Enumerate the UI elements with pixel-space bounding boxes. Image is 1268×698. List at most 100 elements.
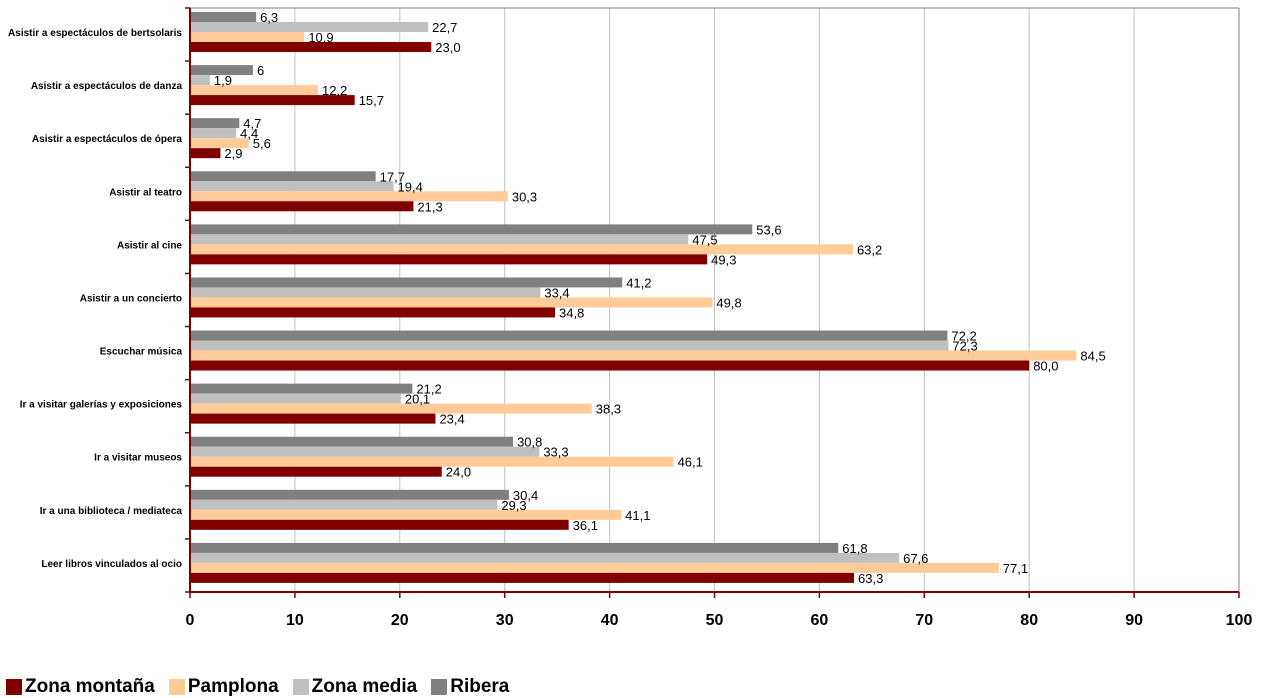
- x-tick-label: 50: [706, 612, 724, 629]
- bar-pamplona: [191, 191, 508, 202]
- bar-pamplona: [191, 403, 592, 414]
- bar-ribera: [191, 171, 376, 182]
- data-label: 53,6: [756, 222, 781, 237]
- x-tick-labels-group: 0 10 20 30 40 50 60 70 80 90 100: [186, 612, 1253, 629]
- data-label: 67,6: [903, 551, 928, 566]
- data-label: 23,0: [435, 40, 460, 55]
- data-label: 34,8: [559, 305, 584, 320]
- x-tick-label: 40: [601, 612, 619, 629]
- category-label: Ir a visitar museos: [94, 453, 182, 464]
- bar-pamplona: [191, 244, 853, 255]
- bar-pamplona: [191, 509, 622, 520]
- bar-ribera: [191, 118, 240, 129]
- data-label: 41,2: [626, 275, 651, 290]
- data-label: 30,8: [517, 435, 542, 450]
- category-label: Asistir a un concierto: [80, 293, 182, 304]
- data-label: 72,3: [952, 339, 977, 354]
- data-label: 47,5: [692, 232, 717, 247]
- x-tick-label: 90: [1125, 612, 1143, 629]
- data-label: 20,1: [405, 392, 430, 407]
- data-label: 2,9: [224, 146, 242, 161]
- bar-zona-media: [191, 22, 429, 32]
- data-label: 77,1: [1003, 561, 1028, 576]
- bar-zona-media: [191, 393, 401, 404]
- bar-pamplona: [191, 456, 674, 467]
- data-label: 4,7: [243, 116, 261, 131]
- data-label: 36,1: [573, 518, 598, 533]
- bar-zona-media: [191, 181, 394, 192]
- data-label: 63,3: [858, 571, 883, 586]
- bar-pamplona: [191, 562, 999, 573]
- bar-pamplona: [191, 138, 249, 149]
- category-label: Ir a visitar galerías y exposiciones: [20, 400, 183, 411]
- data-label: 29,3: [501, 498, 526, 513]
- x-tick-label: 70: [915, 612, 933, 629]
- data-label: 30,3: [512, 189, 537, 204]
- legend-swatch: [6, 679, 22, 695]
- data-label: 33,4: [544, 285, 569, 300]
- legend-swatch: [431, 679, 448, 695]
- category-label: Asistir al cine: [117, 240, 182, 251]
- bar-zona-montaña: [191, 254, 708, 265]
- bar-zona-media: [191, 128, 237, 139]
- bar-zona-montaña: [191, 360, 1030, 371]
- data-label: 49,8: [716, 295, 741, 310]
- x-tick-label: 100: [1226, 612, 1253, 629]
- bar-zona-montaña: [191, 95, 355, 106]
- data-label: 21,2: [416, 382, 441, 397]
- bar-zona-media: [191, 75, 210, 86]
- x-tick-label: 60: [811, 612, 829, 629]
- bar-ribera: [191, 330, 948, 341]
- category-label: Asistir a espectáculos de ópera: [32, 134, 183, 145]
- bars-group: [191, 12, 1077, 583]
- data-label: 22,7: [432, 20, 457, 35]
- data-label: 84,5: [1080, 349, 1105, 364]
- data-label: 15,7: [359, 93, 384, 108]
- legend-swatch: [168, 679, 185, 695]
- category-label: Asistir a espectáculos de bertsolaris: [8, 28, 182, 39]
- bar-pamplona: [191, 350, 1077, 361]
- bar-ribera: [191, 277, 623, 288]
- axes-group: [185, 7, 1240, 598]
- x-tick-label: 80: [1020, 612, 1038, 629]
- data-label: 6,3: [260, 10, 278, 25]
- data-label: 5,6: [253, 136, 271, 151]
- legend-item: Zona montaña: [6, 676, 155, 698]
- bar-zona-montaña: [191, 466, 442, 477]
- data-label: 49,3: [711, 252, 736, 267]
- legend-label: Zona montaña: [25, 676, 155, 697]
- category-label: Ir a una biblioteca / mediateca: [40, 506, 183, 517]
- data-label: 41,1: [625, 508, 650, 523]
- data-label: 4,4: [240, 126, 258, 141]
- bar-ribera: [191, 436, 514, 447]
- data-label: 10,9: [308, 30, 333, 45]
- legend-label: Zona media: [311, 676, 418, 697]
- data-label: 6: [257, 63, 264, 78]
- bar-zona-media: [191, 499, 498, 510]
- data-label: 12,2: [322, 83, 347, 98]
- bar-zona-montaña: [191, 307, 556, 318]
- bar-zona-media: [191, 287, 541, 298]
- category-labels-group: Asistir a espectáculos de bertsolaris Asi…: [8, 28, 182, 570]
- x-tick-label: 30: [496, 612, 514, 629]
- category-label: Asistir a espectáculos de danza: [31, 81, 183, 92]
- value-labels-group: 6,3 22,7 10,9 23,0 6 1,9 12,2 15,7 4,74,45,6 2,9 1…: [214, 10, 1106, 586]
- data-label: 38,3: [596, 402, 621, 417]
- bar-zona-montaña: [191, 148, 221, 159]
- legend-swatch: [292, 679, 309, 695]
- x-tick-label: 20: [391, 612, 409, 629]
- data-label: 1,9: [214, 73, 232, 88]
- legend-label: Ribera: [450, 676, 510, 697]
- category-label: Asistir al teatro: [109, 187, 182, 198]
- data-label: 61,8: [842, 541, 867, 556]
- bar-ribera: [191, 542, 839, 553]
- bar-pamplona: [191, 32, 305, 42]
- data-label: 21,3: [417, 199, 442, 214]
- legend: Zona montaña Pamplona Zona media Ribera: [6, 676, 523, 698]
- bar-ribera: [191, 489, 509, 500]
- bar-pamplona: [191, 297, 713, 308]
- legend-item: Pamplona: [168, 676, 279, 698]
- data-label: 24,0: [446, 465, 471, 480]
- data-label: 23,4: [439, 412, 464, 427]
- bar-ribera: [191, 65, 253, 76]
